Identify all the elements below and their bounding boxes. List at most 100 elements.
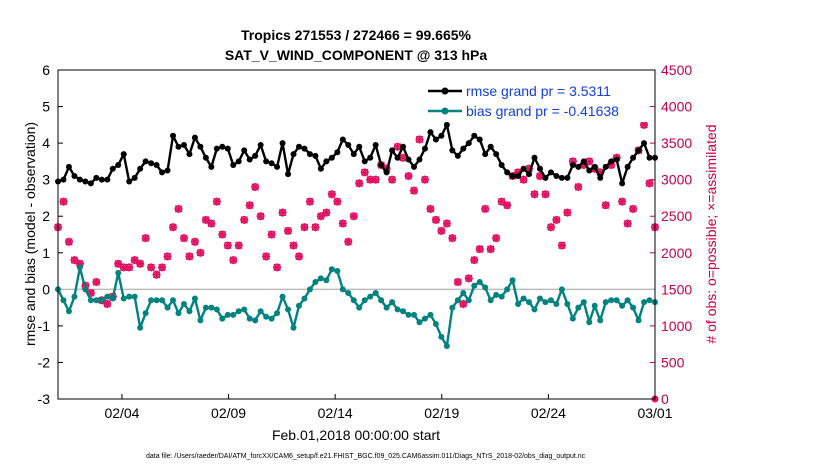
obs-assimilated-point bbox=[218, 231, 226, 239]
bias-point bbox=[115, 270, 121, 276]
obs-assimilated-point bbox=[547, 223, 555, 231]
rmse-point bbox=[559, 175, 565, 181]
bias-point bbox=[477, 279, 483, 285]
legend-label-rmse: rmse grand pr = 3.5311 bbox=[466, 83, 611, 99]
obs-assimilated-point bbox=[405, 172, 413, 180]
rmse-point bbox=[296, 144, 302, 150]
bias-point bbox=[586, 319, 592, 325]
obs-assimilated-point bbox=[558, 241, 566, 249]
bias-point bbox=[548, 297, 554, 303]
rmse-point bbox=[570, 162, 576, 168]
rmse-point bbox=[165, 168, 171, 174]
obs-assimilated-point bbox=[443, 220, 451, 228]
bias-point bbox=[143, 310, 149, 316]
rmse-point bbox=[301, 146, 307, 152]
rmse-point bbox=[603, 164, 609, 170]
obs-assimilated-point bbox=[350, 212, 358, 220]
rmse-point bbox=[592, 164, 598, 170]
rmse-point bbox=[334, 149, 340, 155]
obs-assimilated-point bbox=[328, 190, 336, 198]
bias-point bbox=[137, 325, 143, 331]
y2-tick-label: 3500 bbox=[661, 135, 692, 151]
rmse-point bbox=[641, 140, 647, 146]
obs-assimilated-point bbox=[257, 212, 265, 220]
bias-point bbox=[378, 297, 384, 303]
obs-assimilated-point bbox=[158, 263, 166, 271]
obs-assimilated-point bbox=[333, 198, 341, 206]
rmse-point bbox=[575, 164, 581, 170]
rmse-point bbox=[219, 144, 225, 150]
bias-point bbox=[493, 292, 499, 298]
y2-tick-label: 1500 bbox=[661, 281, 692, 297]
obs-assimilated-point bbox=[125, 263, 133, 271]
rmse-point bbox=[197, 144, 203, 150]
obs-assimilated-point bbox=[207, 220, 215, 228]
rmse-point bbox=[285, 171, 291, 177]
y-tick-label: 0 bbox=[42, 281, 50, 297]
rmse-point bbox=[115, 162, 121, 168]
rmse-point bbox=[400, 144, 406, 150]
rmse-point bbox=[647, 155, 653, 161]
bias-point bbox=[296, 303, 302, 309]
rmse-point bbox=[608, 158, 614, 164]
rmse-point bbox=[493, 151, 499, 157]
obs-assimilated-point bbox=[153, 271, 161, 279]
obs-assimilated-point bbox=[185, 252, 193, 260]
rmse-point bbox=[312, 153, 318, 159]
rmse-point bbox=[433, 136, 439, 142]
obs-assimilated-point bbox=[262, 252, 270, 260]
bias-point bbox=[93, 297, 99, 303]
obs-assimilated-point bbox=[552, 216, 560, 224]
bias-point bbox=[625, 297, 631, 303]
obs-assimilated-point bbox=[646, 179, 654, 187]
obs-assimilated-point bbox=[279, 209, 287, 217]
y-tick-label: -2 bbox=[38, 354, 51, 370]
bias-point bbox=[99, 297, 105, 303]
obs-assimilated-point bbox=[503, 201, 511, 209]
bias-point bbox=[280, 294, 286, 300]
bias-point bbox=[510, 277, 516, 283]
obs-assimilated-point bbox=[339, 220, 347, 228]
bias-point bbox=[225, 312, 231, 318]
rmse-point bbox=[460, 146, 466, 152]
rmse-point bbox=[269, 160, 275, 166]
rmse-point bbox=[619, 180, 625, 186]
bias-point bbox=[373, 290, 379, 296]
rmse-point bbox=[159, 169, 165, 175]
obs-assimilated-point bbox=[481, 205, 489, 213]
rmse-point bbox=[378, 162, 384, 168]
bias-point bbox=[521, 295, 527, 301]
rmse-point bbox=[93, 175, 99, 181]
y2-tick-label: 2500 bbox=[661, 208, 692, 224]
y-tick-label: 1 bbox=[42, 245, 50, 261]
rmse-point bbox=[625, 164, 631, 170]
rmse-point bbox=[148, 160, 154, 166]
bias-point bbox=[647, 297, 653, 303]
y-axis-right: 050010001500200025003000350040004500 bbox=[650, 62, 692, 407]
legend-marker-rmse bbox=[442, 88, 449, 95]
bias-point bbox=[455, 297, 461, 303]
rmse-point bbox=[104, 177, 110, 183]
bias-point bbox=[170, 297, 176, 303]
bias-point bbox=[236, 308, 242, 314]
y-tick-label: 3 bbox=[42, 172, 50, 188]
bias-point bbox=[411, 312, 417, 318]
bias-point bbox=[340, 286, 346, 292]
rmse-point bbox=[192, 135, 198, 141]
obs-assimilated-point bbox=[629, 205, 637, 213]
obs-assimilated-point bbox=[300, 223, 308, 231]
obs-assimilated-point bbox=[454, 278, 462, 286]
bias-point bbox=[603, 299, 609, 305]
obs-assimilated-point bbox=[142, 234, 150, 242]
x-axis-label: Feb.01,2018 00:00:00 start bbox=[272, 427, 440, 443]
bias-point bbox=[559, 286, 565, 292]
y-tick-label: 5 bbox=[42, 99, 50, 115]
obs-assimilated-point bbox=[541, 190, 549, 198]
bias-point bbox=[258, 308, 264, 314]
rmse-point bbox=[586, 168, 592, 174]
rmse-point bbox=[515, 173, 521, 179]
bias-point bbox=[334, 268, 340, 274]
obs-assimilated-point bbox=[92, 278, 100, 286]
bias-point bbox=[537, 295, 543, 301]
bias-point bbox=[449, 305, 455, 311]
